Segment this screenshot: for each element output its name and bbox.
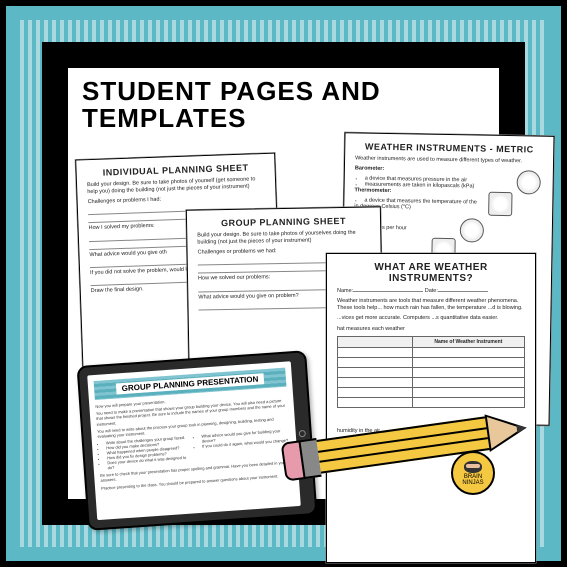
what-p1: Weather instruments are tools that measu…	[337, 298, 525, 312]
instrument-table: Name of Weather Instrument	[337, 336, 525, 408]
what-p2: ...vices get more accurate. Computers ..…	[337, 315, 525, 322]
title-line-2: TEMPLATES	[82, 103, 247, 133]
stripe-frame: STUDENT PAGES AND TEMPLATES WEATHER INST…	[20, 20, 547, 547]
col-header: Name of Weather Instrument	[412, 336, 524, 347]
date-label: Date:	[425, 288, 438, 294]
metric-intro: Weather instruments are used to measure …	[355, 155, 543, 165]
name-label: Name:	[337, 288, 353, 294]
pencil-lead	[516, 424, 527, 433]
group-intro: Build your design. Be sure to take photo…	[197, 230, 370, 247]
outer-frame: STUDENT PAGES AND TEMPLATES WEATHER INST…	[0, 0, 567, 567]
ninja-face-icon	[464, 461, 482, 473]
metric-title: WEATHER INSTRUMENTS - METRIC	[355, 141, 543, 154]
group-title: GROUP PLANNING SHEET	[197, 216, 370, 229]
what-p3: hat measures each weather	[337, 326, 525, 333]
tablet-screen: GROUP PLANNING PRESENTATION Now you will…	[87, 361, 301, 520]
barometer-heading: Barometer:	[355, 166, 384, 173]
inner-black-frame: STUDENT PAGES AND TEMPLATES WEATHER INST…	[42, 42, 525, 525]
tablet-home-button	[299, 429, 306, 436]
content-area: STUDENT PAGES AND TEMPLATES WEATHER INST…	[68, 68, 499, 499]
wind-1: nd speed	[354, 214, 542, 224]
thermo-heading: Thermometer:	[354, 188, 391, 195]
individual-title: INDIVIDUAL PLANNING SHEET	[86, 162, 264, 178]
wind-2: in kilometres per hour	[354, 224, 542, 234]
anemometer-icon	[460, 218, 484, 242]
page-title: STUDENT PAGES AND TEMPLATES	[82, 78, 381, 133]
thermometer-icon	[488, 192, 512, 216]
presentation-title: GROUP PLANNING PRESENTATION	[115, 373, 264, 394]
title-line-1: STUDENT PAGES AND	[82, 76, 381, 106]
teal-frame: STUDENT PAGES AND TEMPLATES WEATHER INST…	[6, 6, 561, 561]
logo-line2: NINJAS	[462, 480, 483, 486]
brain-ninjas-logo: BRAINNINJAS	[451, 451, 495, 495]
sheet-what-instruments: WHAT ARE WEATHER INSTRUMENTS? Name: Date…	[326, 253, 536, 563]
tablet-device: GROUP PLANNING PRESENTATION Now you will…	[77, 350, 318, 531]
what-title: WHAT ARE WEATHER INSTRUMENTS?	[337, 262, 525, 284]
